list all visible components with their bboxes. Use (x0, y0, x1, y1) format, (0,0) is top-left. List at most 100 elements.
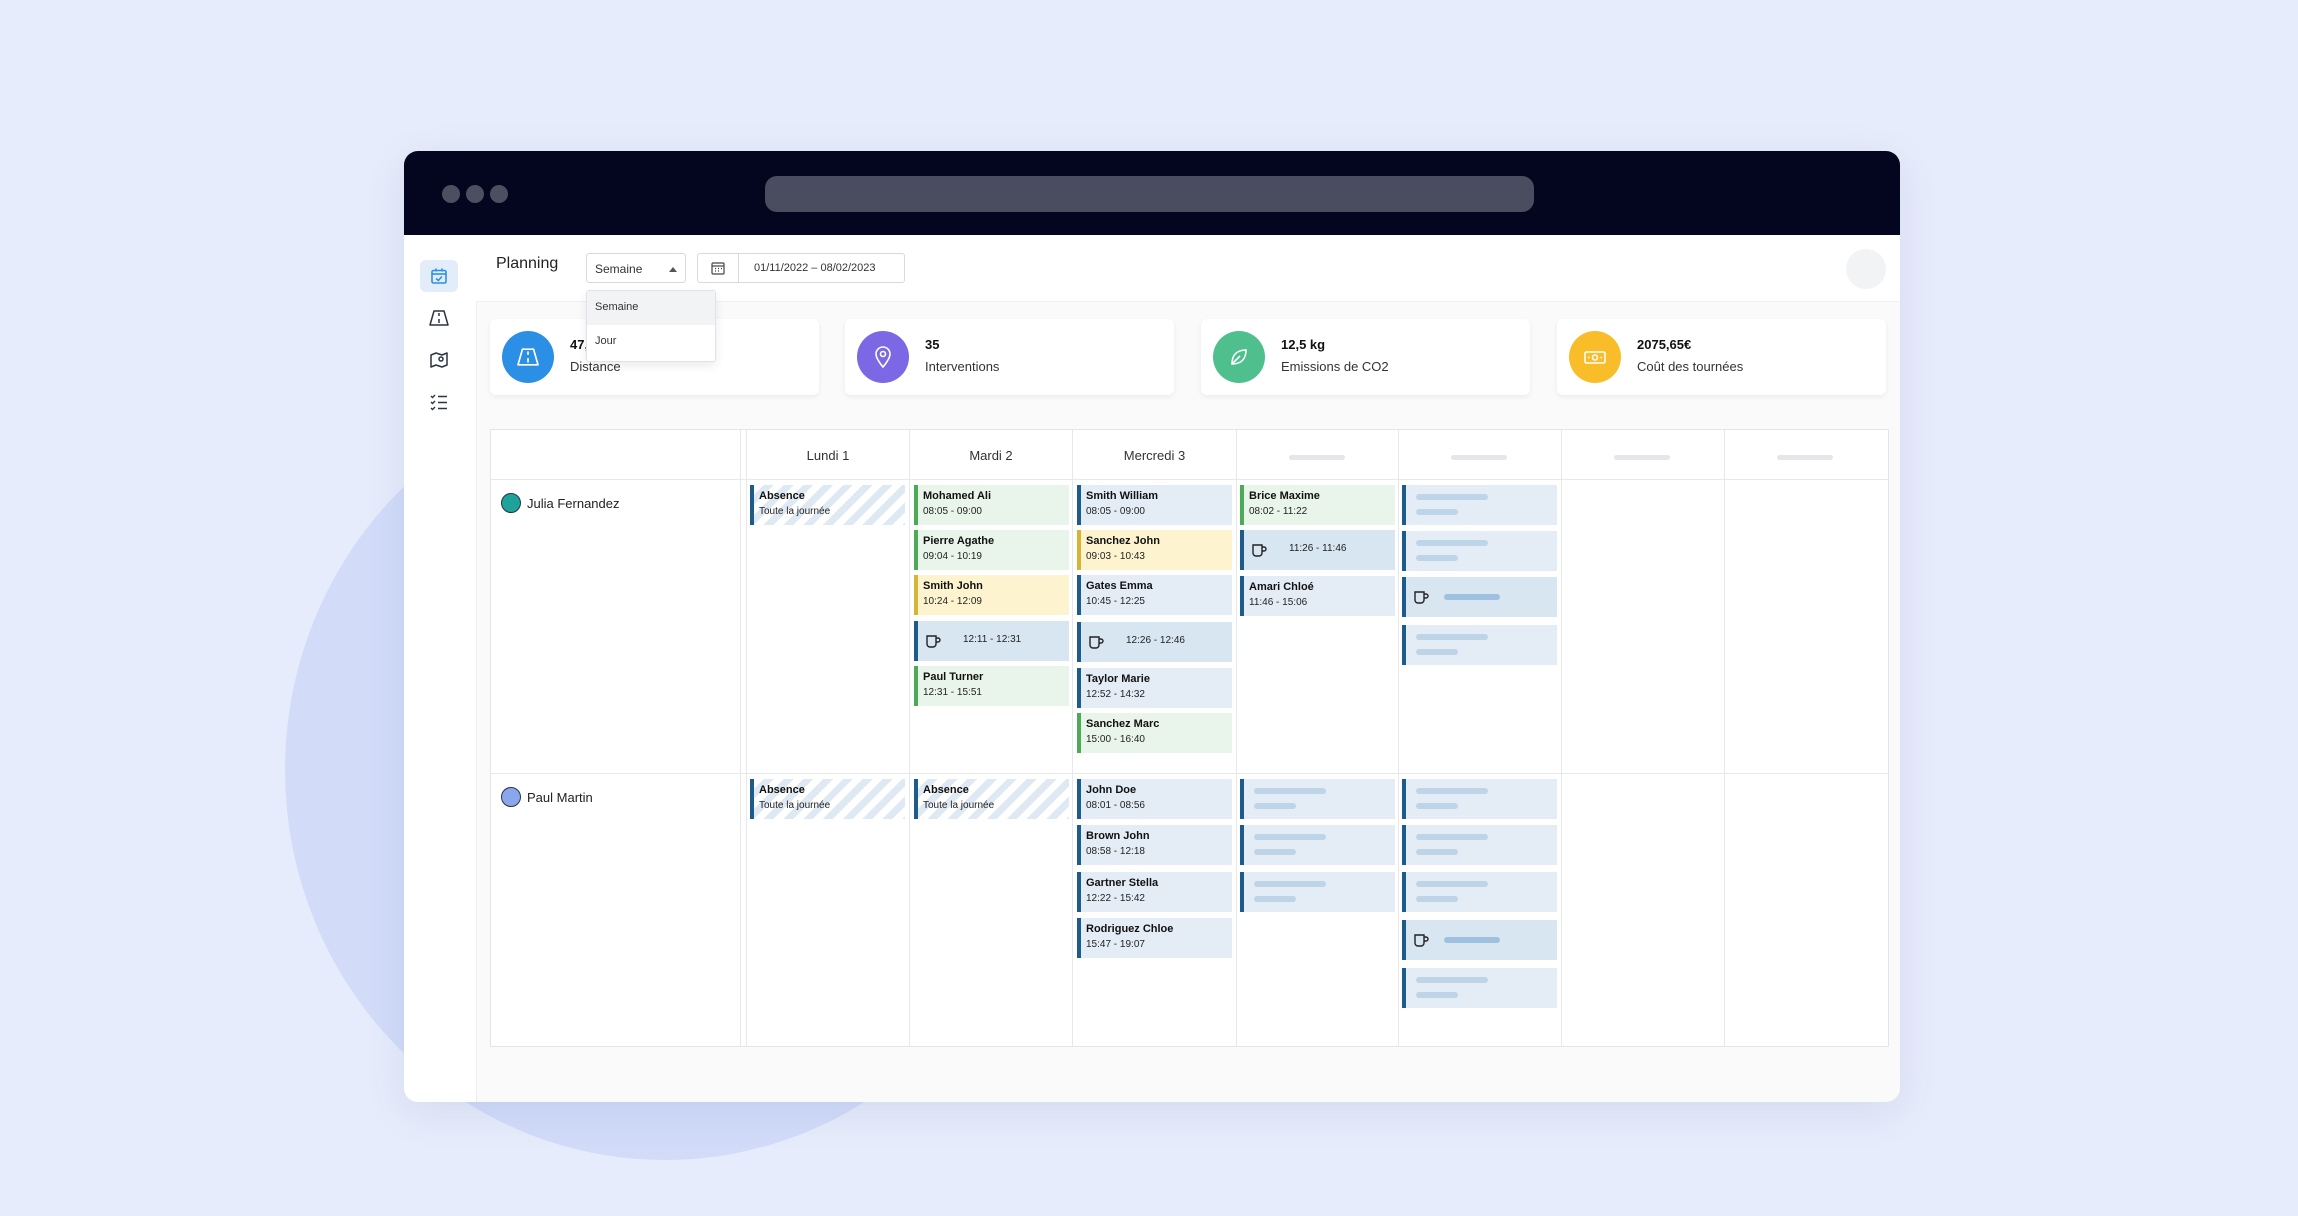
event-title: Brice Maxime (1249, 490, 1320, 502)
event-absence[interactable]: Absence Toute la journée (750, 779, 905, 819)
event-card[interactable]: Pierre Agathe 09:04 - 10:19 (914, 530, 1069, 570)
date-range-value: 01/11/2022 – 08/02/2023 (754, 262, 876, 274)
address-bar[interactable] (765, 176, 1534, 212)
event-title: Mohamed Ali (923, 490, 992, 502)
sidebar-item-map[interactable] (420, 344, 458, 376)
kpi-card-cost: 2075,65€ Coût des tournées (1557, 319, 1886, 395)
event-placeholder[interactable] (1402, 625, 1557, 665)
kpi-icon-circle (502, 331, 554, 383)
event-title: Gates Emma (1086, 580, 1153, 592)
avatar (501, 493, 521, 513)
event-placeholder[interactable] (1402, 968, 1557, 1008)
event-time: Toute la journée (923, 800, 995, 811)
coffee-cup-icon (1414, 934, 1429, 947)
event-title: Sanchez Marc (1086, 718, 1160, 730)
event-card[interactable]: Taylor Marie 12:52 - 14:32 (1077, 668, 1232, 708)
dropdown-option-jour[interactable]: Jour (595, 335, 617, 347)
grid-separator (1724, 430, 1725, 1046)
event-title: John Doe (1086, 784, 1137, 796)
window-dot-maximize[interactable] (490, 185, 508, 203)
day-header-monday: Lundi 1 (806, 448, 850, 463)
sidebar-item-tasks[interactable] (420, 386, 458, 418)
event-card[interactable]: Smith William 08:05 - 09:00 (1077, 485, 1232, 525)
event-card[interactable]: Mohamed Ali 08:05 - 09:00 (914, 485, 1069, 525)
event-absence[interactable]: Absence Toute la journée (750, 485, 905, 525)
kpi-value: 12,5 kg (1281, 337, 1326, 352)
event-placeholder[interactable] (1240, 825, 1395, 865)
event-break[interactable]: 11:26 - 11:46 (1240, 530, 1395, 570)
calendar-icon (698, 254, 739, 282)
event-title: Absence (759, 490, 805, 502)
event-card[interactable]: Gartner Stella 12:22 - 15:42 (1077, 872, 1232, 912)
event-placeholder[interactable] (1402, 825, 1557, 865)
event-title: Absence (923, 784, 969, 796)
event-placeholder[interactable] (1402, 485, 1557, 525)
event-absence[interactable]: Absence Toute la journée (914, 779, 1069, 819)
event-placeholder[interactable] (1240, 779, 1395, 819)
leaf-icon (1231, 349, 1247, 365)
kpi-card-co2: 12,5 kg Emissions de CO2 (1201, 319, 1530, 395)
grid-separator (1398, 430, 1399, 1046)
event-time: 15:00 - 16:40 (1086, 734, 1145, 745)
event-card[interactable]: Sanchez Marc 15:00 - 16:40 (1077, 713, 1232, 753)
event-card[interactable]: Amari Chloé 11:46 - 15:06 (1240, 576, 1395, 616)
road-icon (429, 310, 449, 326)
event-time: 08:02 - 11:22 (1249, 506, 1308, 517)
event-card[interactable]: Paul Turner 12:31 - 15:51 (914, 666, 1069, 706)
window-dot-close[interactable] (442, 185, 460, 203)
event-title: Paul Turner (923, 671, 984, 683)
map-pin-icon (875, 346, 891, 369)
coffee-cup-icon (1414, 591, 1429, 604)
view-select[interactable]: Semaine (586, 253, 686, 283)
day-header-placeholder (1289, 455, 1345, 460)
user-avatar[interactable] (1846, 249, 1886, 289)
grid-separator (1561, 430, 1562, 1046)
event-card[interactable]: Smith John 10:24 - 12:09 (914, 575, 1069, 615)
person-julia-fernandez[interactable]: Julia Fernandez (501, 493, 620, 513)
event-card[interactable]: Brown John 08:58 - 12:18 (1077, 825, 1232, 865)
event-time: 15:47 - 19:07 (1086, 939, 1145, 950)
event-placeholder[interactable] (1402, 779, 1557, 819)
event-break[interactable]: 12:11 - 12:31 (914, 621, 1069, 661)
event-placeholder-break[interactable] (1402, 920, 1557, 960)
event-card[interactable]: Gates Emma 10:45 - 12:25 (1077, 575, 1232, 615)
kpi-value: 47, (570, 337, 589, 352)
event-break[interactable]: 12:26 - 12:46 (1077, 622, 1232, 662)
window-dot-minimize[interactable] (466, 185, 484, 203)
dropdown-option-semaine[interactable]: Semaine (587, 291, 715, 325)
event-card[interactable]: Brice Maxime 08:02 - 11:22 (1240, 485, 1395, 525)
event-title: Absence (759, 784, 805, 796)
event-time: Toute la journée (759, 800, 831, 811)
event-placeholder-break[interactable] (1402, 577, 1557, 617)
day-header-tuesday: Mardi 2 (969, 448, 1013, 463)
day-header-placeholder (1777, 455, 1833, 460)
event-time: 12:22 - 15:42 (1086, 893, 1145, 904)
day-header-placeholder (1451, 455, 1507, 460)
kpi-icon-circle (1213, 331, 1265, 383)
event-card[interactable]: Rodriguez Chloe 15:47 - 19:07 (1077, 918, 1232, 958)
event-title: Rodriguez Chloe (1086, 923, 1174, 935)
grid-separator (1236, 430, 1237, 1046)
event-placeholder[interactable] (1402, 872, 1557, 912)
event-card[interactable]: John Doe 08:01 - 08:56 (1077, 779, 1232, 819)
event-time: 08:05 - 09:00 (923, 506, 982, 517)
browser-window: Planning Semaine 01/11/2022 – 08/02/2023… (404, 151, 1900, 1102)
grid-separator (746, 430, 747, 1046)
kpi-card-interventions: 35 Interventions (845, 319, 1174, 395)
event-time: 08:58 - 12:18 (1086, 846, 1145, 857)
event-time: 08:01 - 08:56 (1086, 800, 1145, 811)
kpi-value: 35 (925, 337, 940, 352)
sidebar-item-planning[interactable] (420, 260, 458, 292)
kpi-label: Coût des tournées (1637, 359, 1744, 374)
event-title: Amari Chloé (1249, 581, 1314, 593)
event-card[interactable]: Sanchez John 09:03 - 10:43 (1077, 530, 1232, 570)
sidebar-item-routes[interactable] (420, 302, 458, 334)
date-range-picker[interactable]: 01/11/2022 – 08/02/2023 (697, 253, 905, 283)
kpi-icon-circle (1569, 331, 1621, 383)
event-time: 10:45 - 12:25 (1086, 596, 1145, 607)
event-placeholder[interactable] (1402, 531, 1557, 571)
event-title: Sanchez John (1086, 535, 1160, 547)
event-placeholder[interactable] (1240, 872, 1395, 912)
person-paul-martin[interactable]: Paul Martin (501, 787, 593, 807)
caret-up-icon (669, 267, 677, 272)
